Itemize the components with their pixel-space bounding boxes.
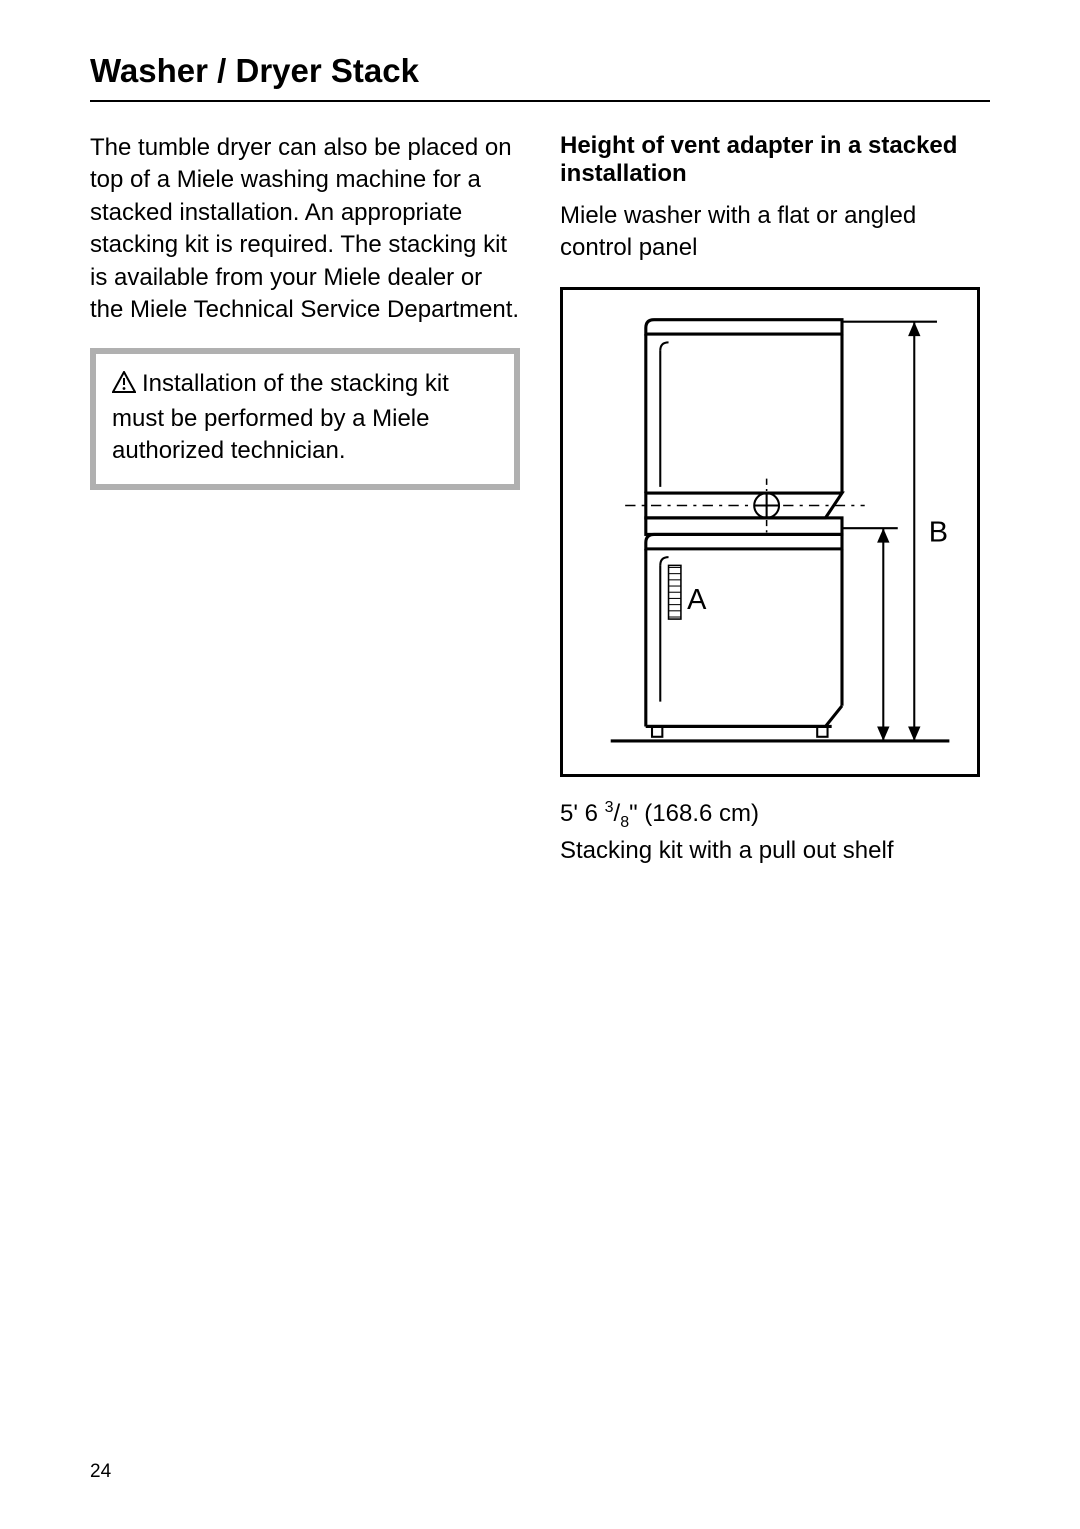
page-number: 24 bbox=[90, 1461, 111, 1483]
measurement-note: Stacking kit with a pull out shelf bbox=[560, 837, 894, 864]
measurement-suffix: " (168.6 cm) bbox=[629, 800, 759, 827]
svg-text:B: B bbox=[929, 517, 948, 549]
lead-text: Miele washer with a flat or angled contr… bbox=[560, 200, 990, 265]
warning-icon bbox=[112, 370, 136, 402]
left-column: The tumble dryer can also be placed on t… bbox=[90, 132, 520, 868]
measurement-numerator: 3 bbox=[605, 799, 614, 816]
subheading: Height of vent adapter in a stacked inst… bbox=[560, 132, 990, 188]
measurement-denominator: 8 bbox=[620, 814, 629, 831]
stack-diagram: AB bbox=[560, 287, 980, 777]
svg-text:A: A bbox=[687, 584, 707, 616]
measurement-prefix: 5' 6 bbox=[560, 800, 605, 827]
warning-text: Installation of the stacking kit must be… bbox=[112, 370, 449, 464]
two-column-layout: The tumble dryer can also be placed on t… bbox=[90, 132, 990, 868]
intro-paragraph: The tumble dryer can also be placed on t… bbox=[90, 132, 520, 326]
title-rule bbox=[90, 100, 990, 102]
page-title: Washer / Dryer Stack bbox=[90, 52, 990, 90]
measurement-text: 5' 6 3/8" (168.6 cm) Stacking kit with a… bbox=[560, 797, 990, 868]
right-column: Height of vent adapter in a stacked inst… bbox=[560, 132, 990, 868]
warning-callout: Installation of the stacking kit must be… bbox=[90, 348, 520, 489]
